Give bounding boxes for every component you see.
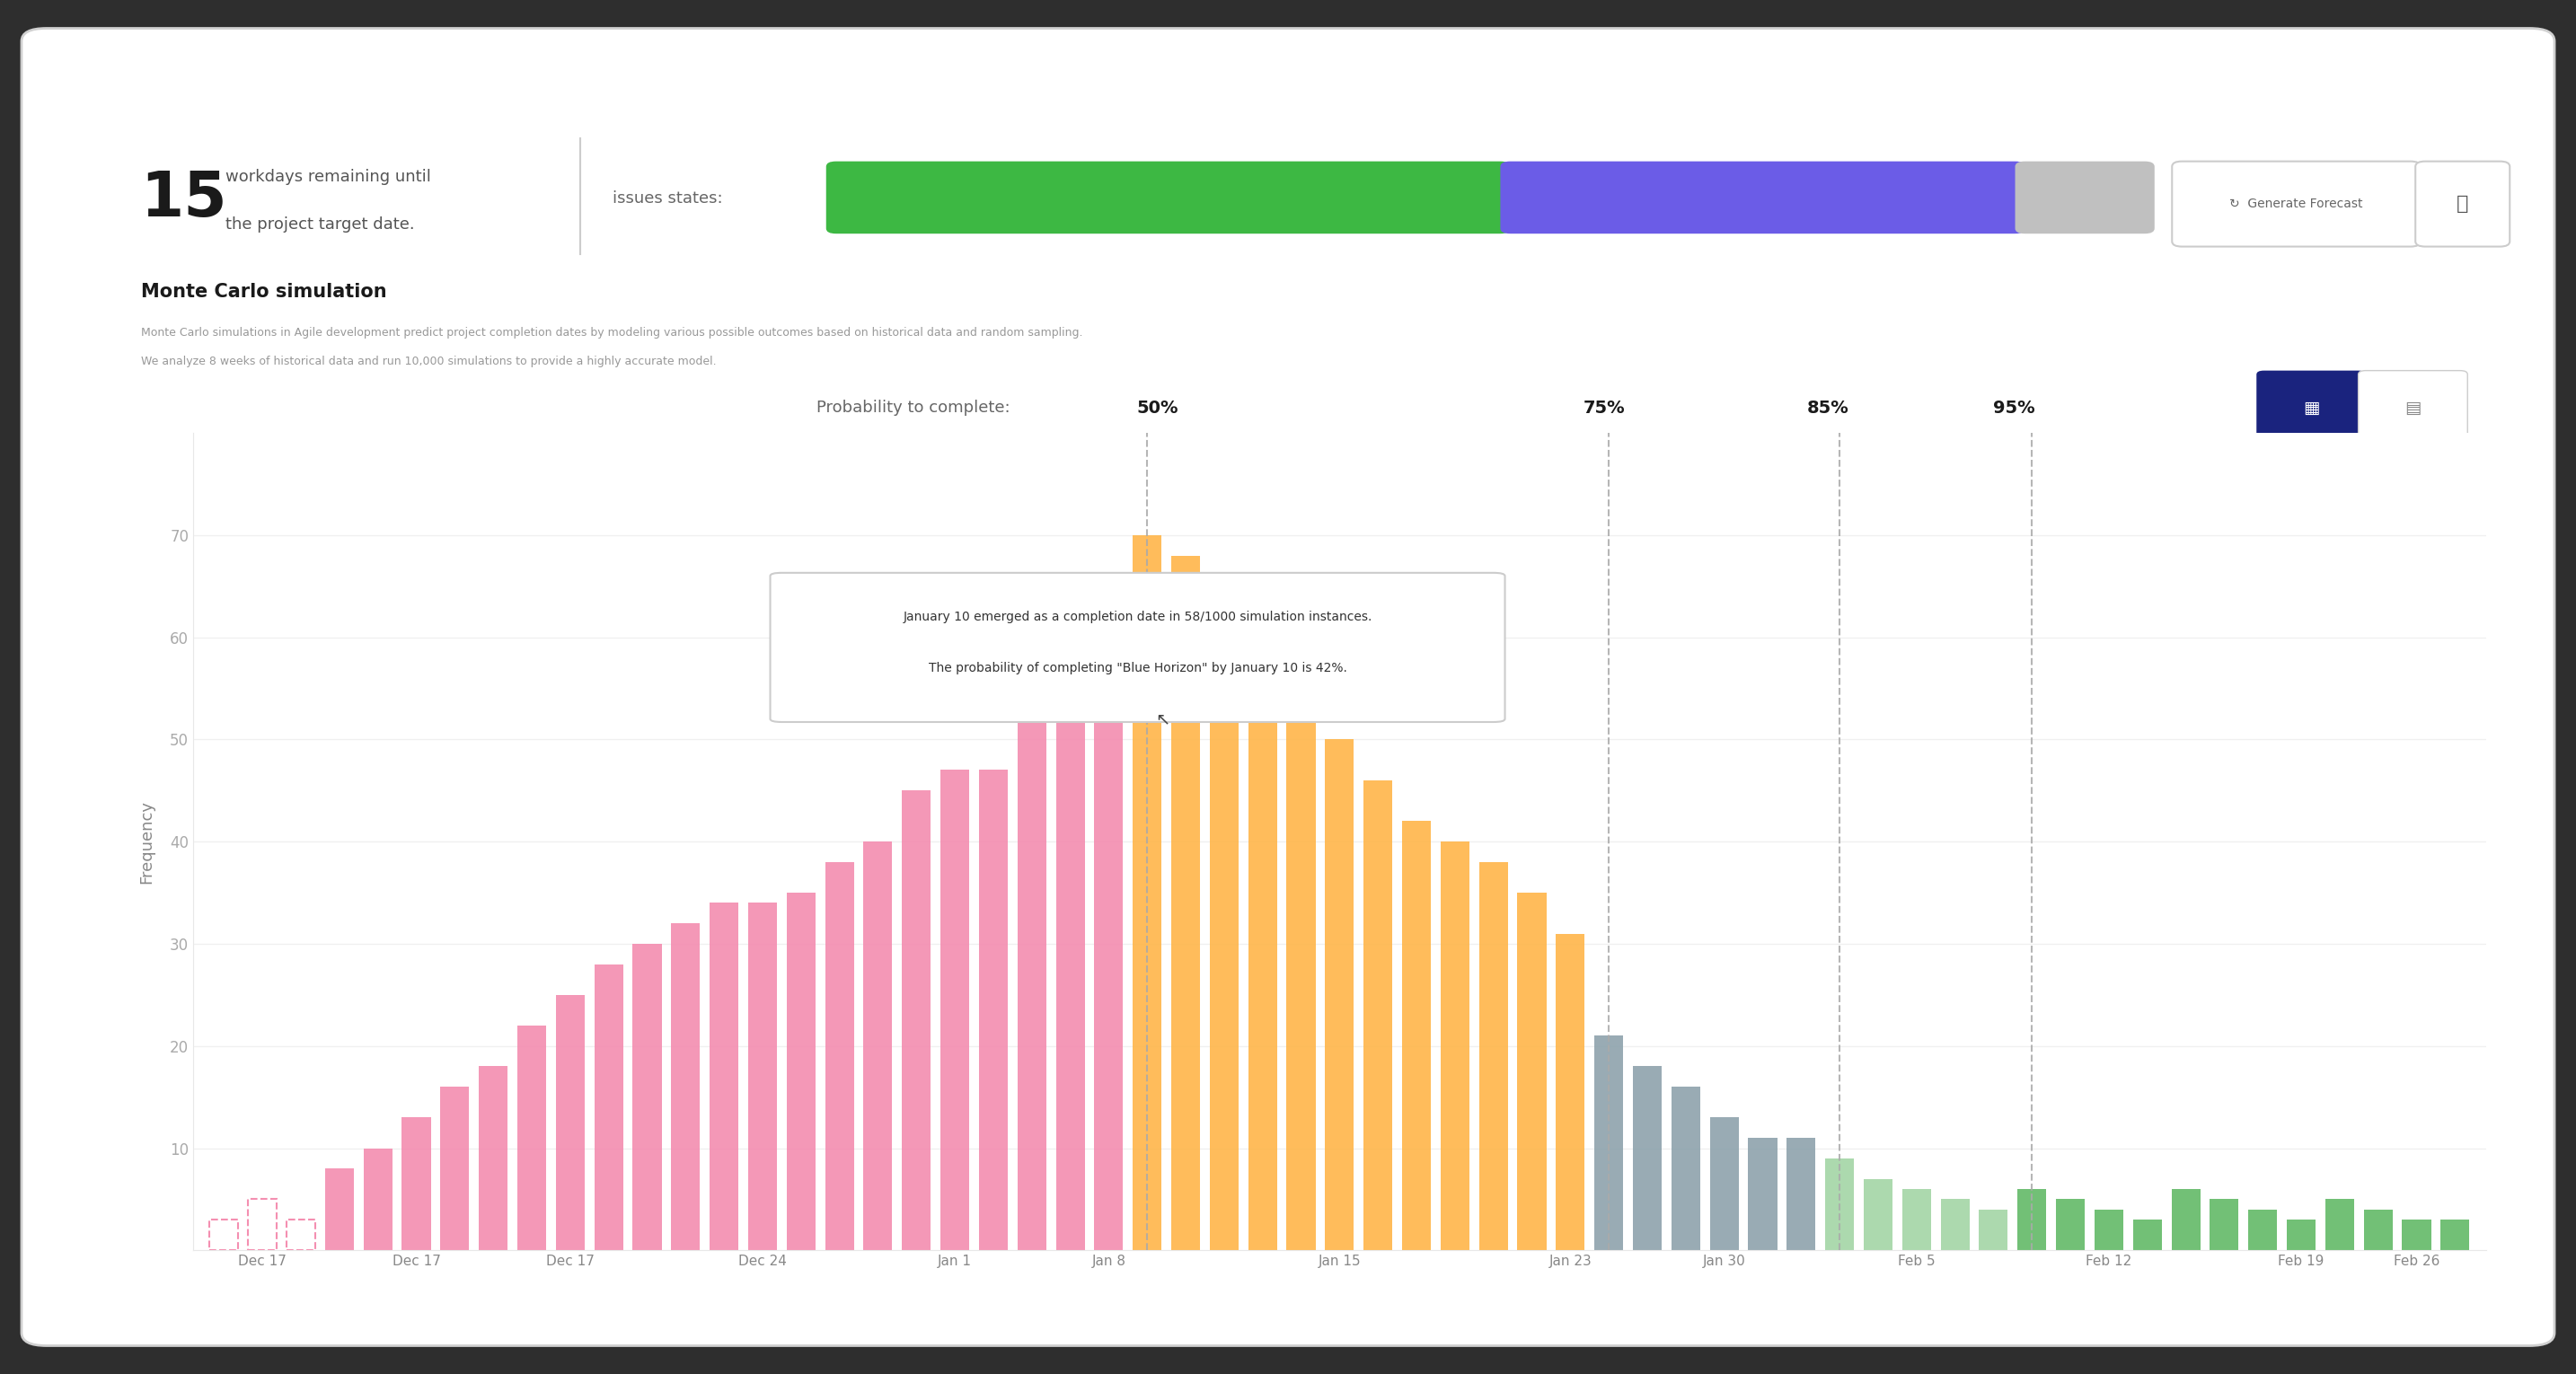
- Text: ↻  Generate Forecast: ↻ Generate Forecast: [2228, 198, 2362, 210]
- Text: The probability of completing "Blue Horizon" by January 10 is 42%.: The probability of completing "Blue Hori…: [927, 661, 1347, 675]
- Bar: [1940, 1200, 1971, 1250]
- Bar: [325, 1168, 353, 1250]
- FancyBboxPatch shape: [21, 29, 2555, 1345]
- Bar: [2439, 1220, 2470, 1250]
- Bar: [1095, 587, 1123, 1250]
- Text: the project target date.: the project target date.: [224, 217, 415, 232]
- Text: ⤓: ⤓: [2458, 195, 2468, 213]
- Bar: [1517, 893, 1546, 1250]
- Text: issues states:: issues states:: [613, 191, 724, 207]
- Bar: [1018, 709, 1046, 1250]
- Bar: [556, 995, 585, 1250]
- Text: ↖: ↖: [1154, 710, 1170, 728]
- Bar: [708, 903, 739, 1250]
- Bar: [940, 769, 969, 1250]
- Text: ▤: ▤: [2403, 400, 2421, 416]
- Bar: [363, 1149, 392, 1250]
- FancyBboxPatch shape: [2257, 371, 2365, 445]
- Text: 50%: 50%: [1136, 400, 1177, 416]
- Bar: [1710, 1117, 1739, 1250]
- Bar: [1401, 822, 1430, 1250]
- Text: Monte Carlo simulations in Agile development predict project completion dates by: Monte Carlo simulations in Agile develop…: [142, 327, 1082, 339]
- Bar: [2210, 1200, 2239, 1250]
- FancyBboxPatch shape: [1499, 161, 2025, 234]
- FancyBboxPatch shape: [770, 573, 1504, 721]
- Bar: [1440, 841, 1468, 1250]
- Bar: [1788, 1138, 1816, 1250]
- Bar: [1133, 534, 1162, 1250]
- Bar: [2326, 1200, 2354, 1250]
- Bar: [1633, 1066, 1662, 1250]
- Text: 75%: 75%: [1584, 400, 1625, 416]
- Bar: [1249, 638, 1278, 1250]
- Bar: [2133, 1220, 2161, 1250]
- Text: workdays remaining until: workdays remaining until: [224, 169, 430, 185]
- Bar: [2172, 1189, 2200, 1250]
- Bar: [1826, 1158, 1855, 1250]
- Bar: [402, 1117, 430, 1250]
- Text: January 10 emerged as a completion date in 58/1000 simulation instances.: January 10 emerged as a completion date …: [904, 610, 1373, 622]
- Bar: [286, 1220, 314, 1250]
- Text: Probability to complete:: Probability to complete:: [817, 400, 1010, 416]
- Bar: [1556, 933, 1584, 1250]
- Bar: [595, 965, 623, 1250]
- Bar: [1672, 1087, 1700, 1250]
- Text: We analyze 8 weeks of historical data and run 10,000 simulations to provide a hi: We analyze 8 weeks of historical data an…: [142, 356, 716, 367]
- Bar: [1324, 739, 1355, 1250]
- FancyBboxPatch shape: [2416, 161, 2509, 246]
- FancyBboxPatch shape: [827, 161, 1510, 234]
- Text: Monte Carlo simulation: Monte Carlo simulation: [142, 283, 386, 301]
- Bar: [518, 1025, 546, 1250]
- Bar: [634, 944, 662, 1250]
- Bar: [824, 861, 853, 1250]
- FancyBboxPatch shape: [2172, 161, 2421, 246]
- Bar: [209, 1220, 240, 1250]
- Bar: [440, 1087, 469, 1250]
- Bar: [2056, 1200, 2084, 1250]
- FancyBboxPatch shape: [2357, 371, 2468, 445]
- Bar: [1479, 861, 1507, 1250]
- Bar: [1901, 1189, 1932, 1250]
- Bar: [747, 903, 778, 1250]
- Bar: [1363, 780, 1394, 1250]
- Text: ▦: ▦: [2303, 400, 2318, 416]
- Bar: [479, 1066, 507, 1250]
- Bar: [1978, 1209, 2007, 1250]
- Bar: [979, 769, 1007, 1250]
- Bar: [2287, 1220, 2316, 1250]
- Bar: [863, 841, 891, 1250]
- Bar: [672, 923, 701, 1250]
- Bar: [247, 1200, 276, 1250]
- Bar: [1211, 587, 1239, 1250]
- Bar: [1595, 1036, 1623, 1250]
- Text: 95%: 95%: [1994, 400, 2035, 416]
- Bar: [1862, 1179, 1893, 1250]
- Text: 15: 15: [142, 169, 227, 229]
- Bar: [2094, 1209, 2123, 1250]
- Y-axis label: Frequency: Frequency: [139, 800, 155, 883]
- Bar: [786, 893, 817, 1250]
- Bar: [1749, 1138, 1777, 1250]
- Bar: [2017, 1189, 2045, 1250]
- Bar: [2249, 1209, 2277, 1250]
- Bar: [2403, 1220, 2432, 1250]
- Bar: [1172, 555, 1200, 1250]
- FancyBboxPatch shape: [2014, 161, 2154, 234]
- Bar: [902, 790, 930, 1250]
- Bar: [2365, 1209, 2393, 1250]
- Bar: [1285, 679, 1316, 1250]
- Text: 85%: 85%: [1808, 400, 1850, 416]
- Bar: [1056, 658, 1084, 1250]
